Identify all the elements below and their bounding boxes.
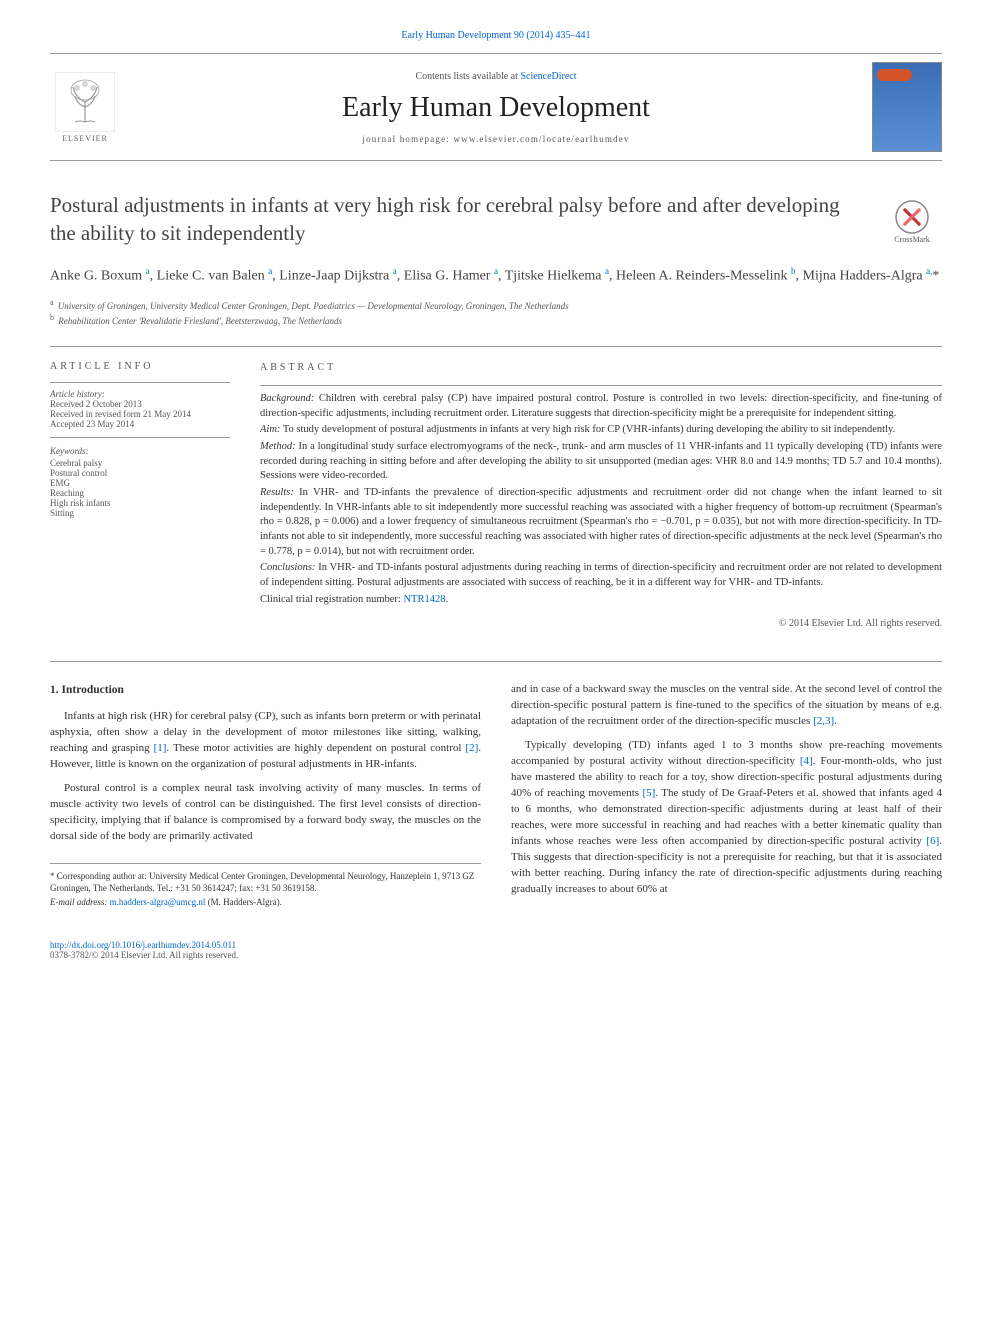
corresponding-author: * Corresponding author at: University Me… xyxy=(50,870,481,894)
column-right: and in case of a backward sway the muscl… xyxy=(511,682,942,910)
publisher-name: ELSEVIER xyxy=(62,134,108,143)
intro-p1: Infants at high risk (HR) for cerebral p… xyxy=(50,709,481,773)
authors: Anke G. Boxum a, Lieke C. van Balen a, L… xyxy=(50,265,942,287)
abstract-aim: Aim: To study development of postural ad… xyxy=(260,423,942,438)
journal-name: Early Human Development xyxy=(120,92,872,124)
abstract-background: Background: Children with cerebral palsy… xyxy=(260,392,942,421)
abstract-heading: abstract xyxy=(260,361,942,375)
title-row: Postural adjustments in infants at very … xyxy=(50,191,942,251)
abstract-copyright: © 2014 Elsevier Ltd. All rights reserved… xyxy=(260,617,942,631)
abstract-results-text: In VHR- and TD-infants the prevalence of… xyxy=(260,487,942,557)
crossmark-icon xyxy=(894,199,930,235)
info-abstract-row: article info Article history: Received 2… xyxy=(50,361,942,632)
intro-heading: 1. Introduction xyxy=(50,682,481,699)
abstract-bg-text: Children with cerebral palsy (CP) have i… xyxy=(260,393,942,419)
footer: http://dx.doi.org/10.1016/j.earlhumdev.2… xyxy=(50,940,942,960)
intro-p3: and in case of a backward sway the muscl… xyxy=(511,682,942,730)
citation-link[interactable]: [6] xyxy=(926,835,939,847)
abstract-aim-text: To study development of postural adjustm… xyxy=(280,424,895,435)
crossmark-badge[interactable]: CrossMark xyxy=(882,191,942,251)
crossmark-label: CrossMark xyxy=(894,235,930,244)
history-revised: Received in revised form 21 May 2014 xyxy=(50,409,230,419)
history-accepted: Accepted 23 May 2014 xyxy=(50,419,230,429)
affiliations: a University of Groningen, University Me… xyxy=(50,297,942,328)
column-left: 1. Introduction Infants at high risk (HR… xyxy=(50,682,481,910)
abstract-method-text: In a longitudinal study surface electrom… xyxy=(260,441,942,481)
elsevier-tree-icon xyxy=(55,72,115,132)
abstract-results-label: Results: xyxy=(260,487,294,498)
history-label: Article history: xyxy=(50,389,230,399)
keywords-list: Cerebral palsyPostural controlEMGReachin… xyxy=(50,458,230,518)
trial-link[interactable]: NTR1428 xyxy=(403,594,445,605)
contents-prefix: Contents lists available at xyxy=(415,71,520,82)
email-link[interactable]: m.hadders-algra@umcg.nl xyxy=(110,897,206,907)
trial-prefix: Clinical trial registration number: xyxy=(260,594,403,605)
citation-link[interactable]: [4] xyxy=(800,755,813,767)
keyword-item: Postural control xyxy=(50,468,230,478)
rule-separator-2 xyxy=(50,661,942,662)
abstract-conc-text: In VHR- and TD-infants postural adjustme… xyxy=(260,562,942,588)
abstract-bg-label: Background: xyxy=(260,393,314,404)
email-line: E-mail address: m.hadders-algra@umcg.nl … xyxy=(50,896,481,908)
abstract-trial: Clinical trial registration number: NTR1… xyxy=(260,593,942,608)
header-citation: Early Human Development 90 (2014) 435–44… xyxy=(50,30,942,41)
sciencedirect-link[interactable]: ScienceDirect xyxy=(520,71,576,82)
abstract-method-label: Method: xyxy=(260,441,296,452)
abstract-aim-label: Aim: xyxy=(260,424,280,435)
cover-badge xyxy=(877,69,912,81)
citation-link[interactable]: [2] xyxy=(465,742,478,754)
abstract-conclusions: Conclusions: In VHR- and TD-infants post… xyxy=(260,561,942,590)
article-info-heading: article info xyxy=(50,361,230,372)
rule-separator xyxy=(50,346,942,347)
homepage-prefix: journal homepage: xyxy=(362,134,453,144)
abstract-conc-label: Conclusions: xyxy=(260,562,315,573)
doi-link[interactable]: http://dx.doi.org/10.1016/j.earlhumdev.2… xyxy=(50,940,236,950)
abstract-method: Method: In a longitudinal study surface … xyxy=(260,440,942,484)
article-title: Postural adjustments in infants at very … xyxy=(50,191,882,248)
header-center: Contents lists available at ScienceDirec… xyxy=(120,71,872,144)
abstract-rule xyxy=(260,385,942,386)
header-band: ELSEVIER Contents lists available at Sci… xyxy=(50,53,942,161)
citation-link[interactable]: [2,3] xyxy=(813,715,834,727)
intro-p4: Typically developing (TD) infants aged 1… xyxy=(511,738,942,897)
keyword-item: Sitting xyxy=(50,508,230,518)
footnote-block: * Corresponding author at: University Me… xyxy=(50,863,481,908)
publisher-logo: ELSEVIER xyxy=(50,67,120,147)
citation-link[interactable]: Early Human Development 90 (2014) 435–44… xyxy=(401,30,590,41)
abstract-results: Results: In VHR- and TD-infants the prev… xyxy=(260,486,942,559)
contents-line: Contents lists available at ScienceDirec… xyxy=(120,71,872,82)
keyword-item: EMG xyxy=(50,478,230,488)
intro-p2: Postural control is a complex neural tas… xyxy=(50,781,481,845)
history-block: Article history: Received 2 October 2013… xyxy=(50,389,230,438)
email-suffix: (M. Hadders-Algra). xyxy=(205,897,281,907)
body-columns: 1. Introduction Infants at high risk (HR… xyxy=(50,682,942,910)
issn-line: 0378-3782/© 2014 Elsevier Ltd. All right… xyxy=(50,950,238,960)
email-label: E-mail address: xyxy=(50,897,110,907)
citation-link[interactable]: [5] xyxy=(642,787,655,799)
abstract: abstract Background: Children with cereb… xyxy=(260,361,942,632)
homepage-url: www.elsevier.com/locate/earlhumdev xyxy=(453,134,629,144)
keyword-item: High risk infants xyxy=(50,498,230,508)
history-received: Received 2 October 2013 xyxy=(50,399,230,409)
keywords-label: Keywords: xyxy=(50,446,230,456)
keyword-item: Cerebral palsy xyxy=(50,458,230,468)
article-info: article info Article history: Received 2… xyxy=(50,361,230,632)
keyword-item: Reaching xyxy=(50,488,230,498)
journal-cover-thumb xyxy=(872,62,942,152)
info-rule xyxy=(50,382,230,383)
citation-link[interactable]: [1] xyxy=(154,742,167,754)
homepage-line: journal homepage: www.elsevier.com/locat… xyxy=(120,134,872,144)
